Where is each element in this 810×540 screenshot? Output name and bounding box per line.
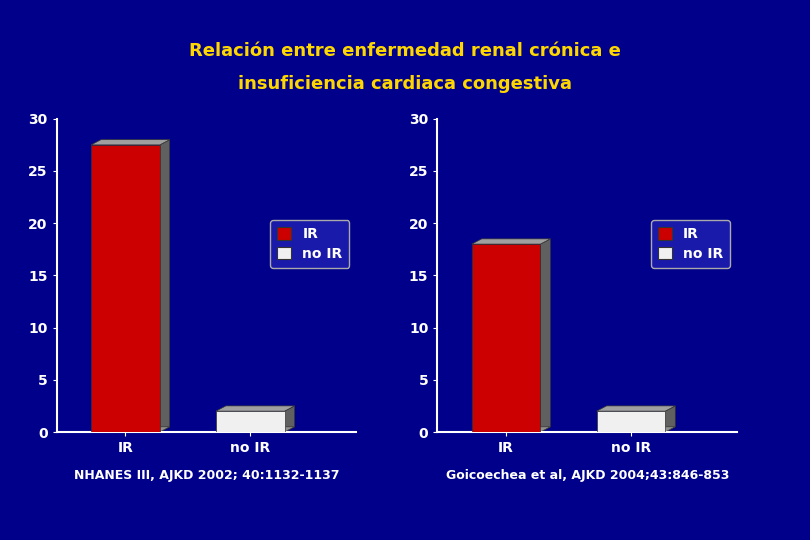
Polygon shape: [665, 406, 676, 432]
Polygon shape: [540, 239, 551, 432]
Bar: [216, 411, 284, 432]
Polygon shape: [597, 406, 676, 411]
Polygon shape: [471, 239, 551, 244]
Bar: [91, 145, 160, 432]
Polygon shape: [216, 427, 295, 432]
Bar: [597, 411, 665, 432]
Polygon shape: [471, 427, 551, 432]
Text: insuficiencia cardiaca congestiva: insuficiencia cardiaca congestiva: [238, 75, 572, 93]
Text: Relación entre enfermedad renal crónica e: Relación entre enfermedad renal crónica …: [189, 42, 621, 60]
Polygon shape: [91, 427, 170, 432]
Text: Goicoechea et al, AJKD 2004;43:846-853: Goicoechea et al, AJKD 2004;43:846-853: [446, 469, 729, 482]
Polygon shape: [597, 427, 676, 432]
Legend: IR, no IR: IR, no IR: [651, 220, 730, 268]
Polygon shape: [284, 406, 295, 432]
Text: NHANES III, AJKD 2002; 40:1132-1137: NHANES III, AJKD 2002; 40:1132-1137: [74, 469, 339, 482]
Polygon shape: [91, 140, 170, 145]
Polygon shape: [216, 406, 295, 411]
Bar: [471, 244, 540, 432]
Legend: IR, no IR: IR, no IR: [271, 220, 349, 268]
Polygon shape: [160, 140, 170, 432]
